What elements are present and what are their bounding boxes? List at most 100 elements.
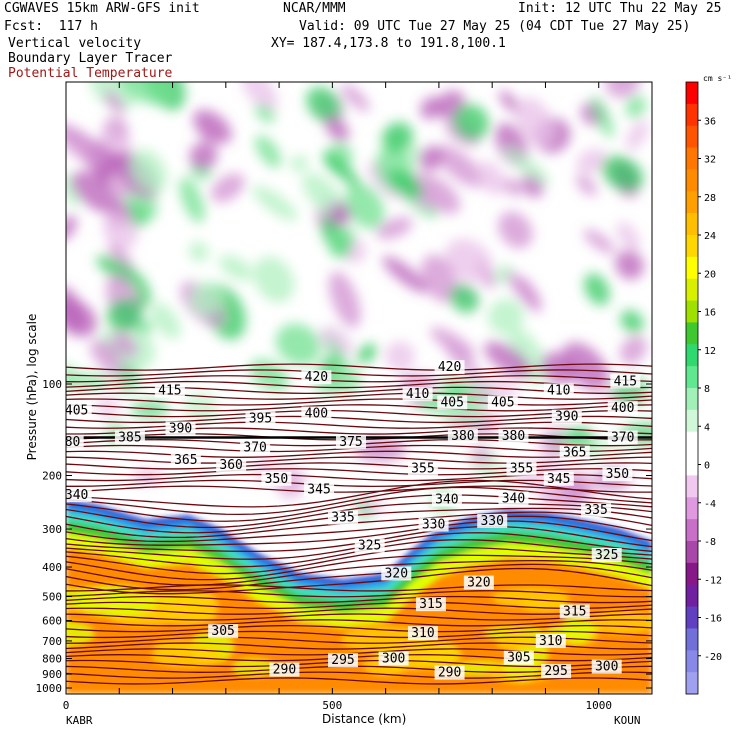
contour-label: 300 (595, 660, 618, 675)
theta-contour (66, 563, 652, 591)
w-blob (354, 439, 407, 461)
contour-label-bg (378, 651, 409, 666)
theta-contour (66, 554, 652, 581)
w-blob (112, 331, 139, 357)
w-blob (328, 271, 361, 328)
colorbar-swatch (686, 169, 698, 192)
w-blob (388, 169, 424, 199)
theta-contour (66, 363, 652, 371)
contour-label-bg (535, 633, 566, 648)
colorbar-tick-label: -8 (704, 537, 716, 548)
contour-label-bg (543, 383, 574, 398)
w-blob (106, 298, 142, 333)
contour-label-bg (487, 395, 518, 410)
w-blob (619, 336, 647, 364)
w-blob (66, 173, 80, 207)
colorbar-swatch (686, 256, 698, 280)
contour-label-bg (418, 517, 449, 532)
contour-label-bg (607, 430, 638, 445)
contour-label: 315 (563, 604, 586, 619)
valid-time: Valid: 09 UTC Tue 27 May 25 (04 CDT Tue … (299, 19, 691, 34)
contour-label-bg (170, 453, 201, 468)
w-blob (484, 341, 532, 378)
colorbar-swatch (686, 562, 698, 586)
y-tick-label: 100 (42, 378, 62, 391)
theta-contour (66, 511, 652, 539)
contour-label: 380 (57, 435, 80, 450)
w-blob (253, 256, 295, 303)
colorbar-swatch (686, 213, 698, 236)
w-blob (70, 171, 122, 215)
bl-tracer-patch (546, 623, 600, 637)
contour-label: 400 (305, 406, 328, 421)
contour-label-bg (66, 488, 92, 503)
contour-label: 340 (65, 488, 88, 503)
contour-label: 310 (411, 626, 434, 641)
w-blob (219, 254, 253, 281)
contour-label-bg (447, 428, 478, 443)
w-blob (575, 174, 598, 196)
contour-label-bg (165, 421, 196, 436)
w-blob (356, 343, 378, 364)
org-label: NCAR/MMM (283, 1, 346, 16)
theta-contour (66, 485, 652, 493)
colorbar-tick-label: -20 (704, 652, 722, 663)
x-axis-label: Distance (km) (322, 712, 407, 726)
contour-label: 365 (563, 445, 586, 460)
contour-label: 380 (451, 429, 474, 444)
contour-label: 300 (382, 652, 405, 667)
y-tick-label: 400 (42, 561, 62, 574)
colorbar-tick-label: 32 (704, 155, 716, 166)
w-blob (66, 298, 98, 337)
w-blob (179, 177, 205, 223)
contour-label: 325 (595, 548, 618, 563)
w-blob (325, 116, 350, 142)
y-axis-label: Pressure (hPa), log scale (25, 313, 39, 461)
contour-label: 415 (158, 383, 181, 398)
y-tick-label: 500 (42, 590, 62, 603)
colorbar-swatch (686, 519, 698, 542)
w-blob (150, 302, 181, 340)
w-blob (498, 211, 533, 249)
bl-tracer-patch (402, 638, 440, 658)
y-tick-label: 800 (42, 653, 62, 666)
contour-label-bg (245, 411, 276, 426)
theta-contour (66, 450, 652, 458)
colorbar-tick-label: 24 (704, 231, 716, 242)
w-blob (625, 95, 647, 119)
w-blob (129, 149, 167, 194)
contour-label-bg (304, 482, 335, 497)
contour-label-bg (328, 653, 359, 668)
w-blob (515, 97, 555, 148)
w-blob (192, 109, 232, 144)
contour-label-bg (506, 461, 537, 476)
potential-temperature-contours (66, 363, 652, 685)
theta-contour (66, 494, 652, 522)
w-blob (503, 147, 550, 185)
contour-label: 385 (118, 431, 141, 446)
contour-label: 405 (491, 395, 514, 410)
theta-contour (66, 486, 652, 516)
w-blob (382, 256, 429, 293)
w-blob (421, 254, 458, 303)
colorbar-tick-label: 8 (704, 384, 710, 395)
contour-label: 340 (435, 493, 458, 508)
contour-label: 345 (307, 482, 330, 497)
theta-contour (66, 515, 652, 543)
contour-label: 295 (544, 664, 567, 679)
bl-tracer-patch (66, 621, 94, 646)
contour-label: 315 (419, 597, 442, 612)
contour-label-bg (354, 538, 385, 553)
theta-contour (66, 468, 652, 476)
contour-label: 365 (174, 453, 197, 468)
w-blob (605, 82, 640, 98)
contour-label: 340 (502, 491, 525, 506)
contour-label: 390 (169, 421, 192, 436)
colorbar-swatch (686, 475, 698, 498)
w-blob (329, 228, 355, 258)
w-blob (252, 185, 298, 221)
w-blob (591, 96, 614, 139)
contour-label-bg (66, 434, 84, 449)
contour-label-bg (415, 597, 446, 612)
w-blob (114, 365, 141, 394)
